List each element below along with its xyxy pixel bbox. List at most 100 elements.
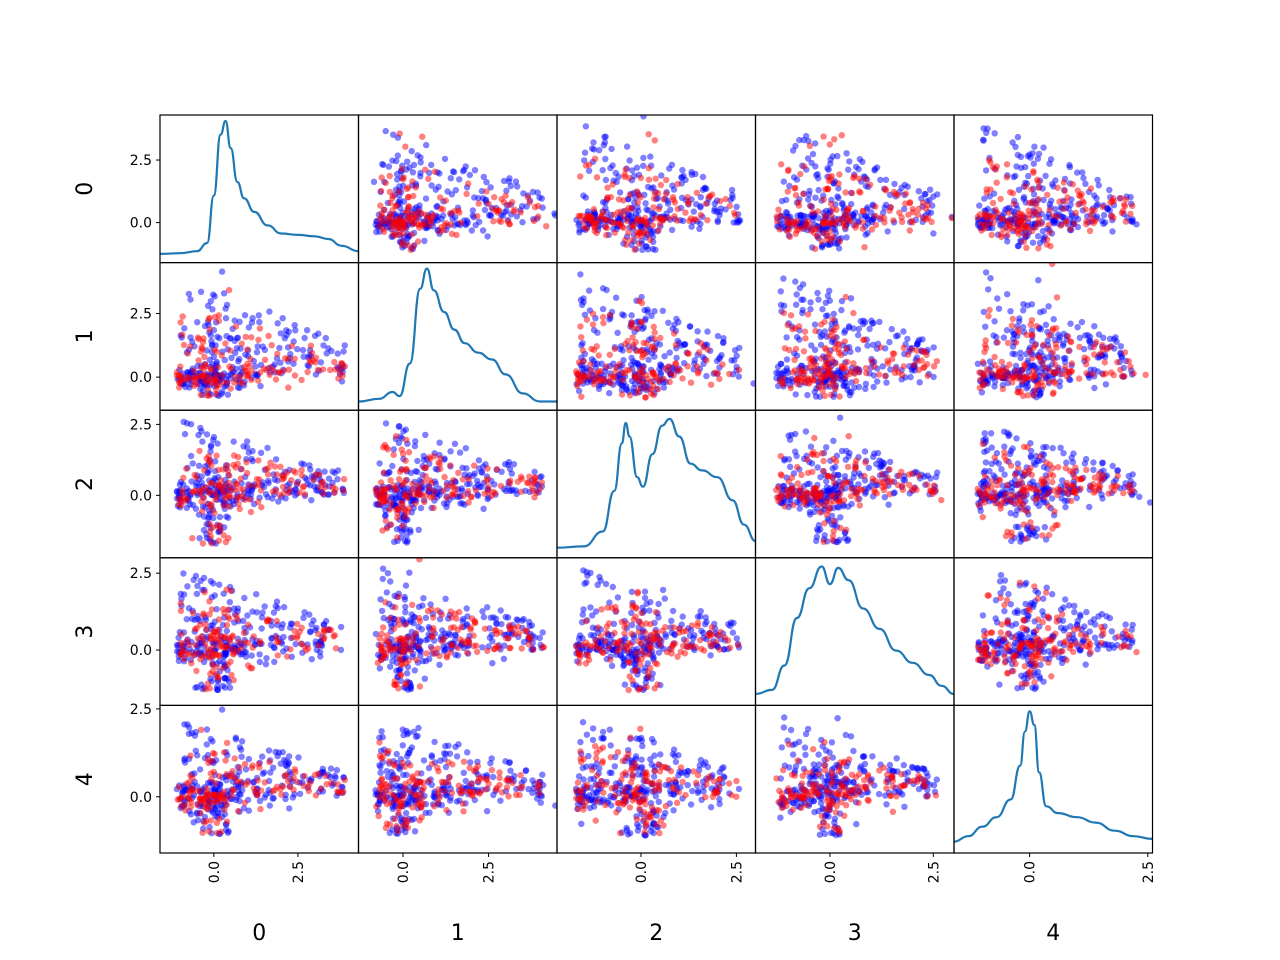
- scatter-point: [1106, 186, 1113, 194]
- scatter-point: [1122, 196, 1130, 203]
- scatter-point: [792, 345, 800, 353]
- scatter-point: [403, 532, 410, 539]
- scatter-point: [773, 213, 780, 220]
- scatter-point: [471, 167, 479, 174]
- scatter-point: [405, 214, 413, 222]
- scatter-point: [395, 423, 403, 430]
- scatter-point: [882, 185, 889, 193]
- scatter-point: [976, 369, 983, 376]
- scatter-point: [874, 378, 881, 385]
- scatter-point: [1021, 468, 1029, 475]
- scatter-point: [1089, 371, 1096, 378]
- scatter-point: [672, 341, 680, 349]
- scatter-point: [1007, 308, 1014, 315]
- scatter-point: [404, 158, 411, 165]
- scatter-point: [282, 495, 289, 502]
- scatter-point: [678, 174, 686, 181]
- scatter-point: [679, 166, 686, 174]
- scatter-point: [610, 374, 617, 381]
- scatter-point: [199, 540, 207, 547]
- scatter-point: [814, 464, 821, 471]
- scatter-point: [665, 363, 673, 370]
- scatter-point: [1097, 350, 1104, 357]
- scatter-point: [422, 195, 430, 202]
- scatter-point: [1021, 361, 1028, 368]
- scatter-point: [237, 373, 244, 380]
- scatter-point: [789, 369, 797, 376]
- scatter-point: [817, 473, 824, 481]
- scatter-point: [485, 483, 492, 491]
- scatter-point: [1049, 325, 1057, 332]
- scatter-point: [1084, 355, 1091, 363]
- scatter-point: [1052, 177, 1059, 184]
- scatter-point: [598, 212, 606, 220]
- scatter-point: [853, 457, 860, 464]
- scatter-point: [399, 500, 406, 508]
- scatter-point: [215, 466, 222, 474]
- scatter-point: [864, 214, 871, 222]
- scatter-point: [634, 199, 641, 206]
- scatter-point: [812, 194, 819, 201]
- scatter-point: [835, 346, 842, 353]
- scatter-point: [614, 209, 621, 216]
- scatter-point: [586, 161, 593, 168]
- scatter-point: [815, 186, 822, 194]
- scatter-point: [900, 328, 907, 335]
- scatter-point: [1027, 454, 1035, 461]
- scatter-point: [392, 202, 399, 210]
- scatter-point: [271, 476, 278, 483]
- scatter-point: [703, 357, 710, 364]
- scatter-point: [866, 325, 873, 333]
- scatter-point: [865, 484, 872, 491]
- scatter-point: [257, 449, 265, 456]
- scatter-point: [485, 200, 492, 207]
- scatter-point: [235, 358, 242, 365]
- scatter-point: [1035, 150, 1043, 158]
- scatter-point: [593, 343, 600, 350]
- points: [370, 127, 557, 253]
- scatter-point: [252, 482, 259, 489]
- scatter-point: [200, 513, 208, 520]
- scatter-point: [1054, 491, 1061, 498]
- scatter-point: [1114, 359, 1121, 366]
- scatter-point: [829, 316, 836, 323]
- scatter-point: [835, 180, 842, 187]
- scatter-point: [806, 142, 814, 149]
- scatter-point: [409, 178, 416, 185]
- scatter-point: [575, 359, 583, 366]
- scatter-point: [1124, 483, 1132, 491]
- scatter-point: [855, 331, 862, 339]
- scatter-point: [237, 345, 244, 352]
- scatter-point: [616, 189, 624, 196]
- scatter-point: [783, 334, 790, 341]
- scatter-point: [1041, 494, 1048, 501]
- scatter-point: [273, 471, 280, 478]
- scatter-point: [821, 392, 829, 400]
- scatter-point: [626, 367, 633, 374]
- scatter-point: [918, 357, 925, 364]
- scatter-point: [397, 214, 404, 221]
- scatter-point: [220, 290, 228, 297]
- scatter-point: [980, 496, 987, 503]
- scatter-point: [675, 318, 682, 326]
- scatter-point: [1133, 221, 1140, 228]
- scatter-point: [188, 478, 195, 485]
- scatter-point: [1106, 335, 1114, 342]
- cell-frame: [159, 114, 360, 264]
- scatter-point: [1009, 139, 1016, 146]
- scatter-point: [793, 452, 800, 460]
- scatter-point: [823, 478, 830, 485]
- scatter-point: [824, 473, 832, 480]
- scatter-point: [640, 154, 647, 162]
- scatter-point: [404, 241, 411, 248]
- scatter-point: [832, 360, 839, 367]
- scatter-point: [1010, 173, 1017, 181]
- scatter-point: [398, 165, 406, 173]
- scatter-point: [982, 483, 990, 490]
- kde-line: [556, 417, 756, 549]
- scatter-point: [861, 472, 868, 480]
- scatter-point: [218, 352, 225, 359]
- scatter-point: [317, 359, 325, 366]
- scatter-point: [184, 350, 191, 357]
- scatter-point: [1062, 503, 1069, 511]
